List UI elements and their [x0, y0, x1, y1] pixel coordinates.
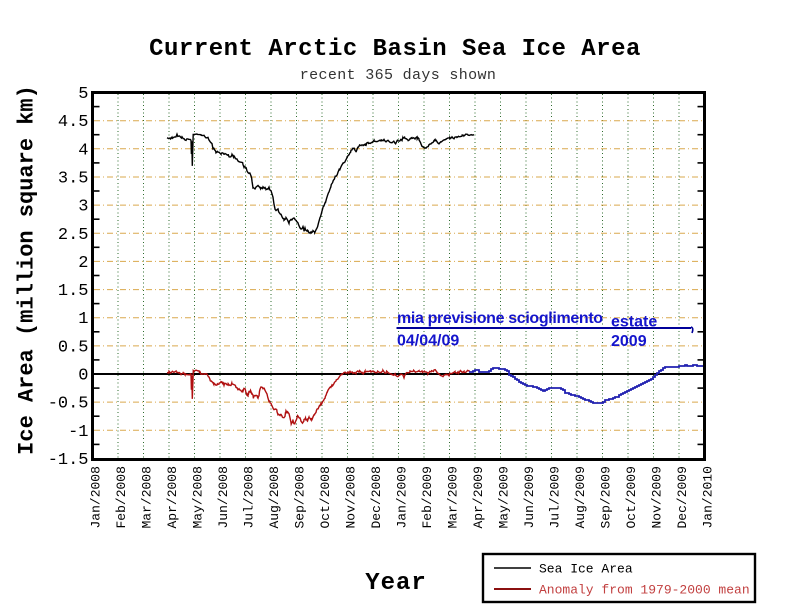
svg-text:2: 2: [78, 254, 88, 273]
svg-text:3.5: 3.5: [58, 170, 89, 189]
svg-text:0: 0: [78, 367, 88, 386]
svg-text:Aug/2008: Aug/2008: [267, 466, 282, 528]
svg-text:recent 365 days shown: recent 365 days shown: [300, 67, 496, 84]
svg-text:1.5: 1.5: [58, 282, 89, 301]
svg-text:Dec/2009: Dec/2009: [675, 466, 690, 528]
svg-text:Sep/2008: Sep/2008: [293, 466, 308, 528]
svg-text:May/2008: May/2008: [191, 466, 206, 528]
svg-text:4.5: 4.5: [58, 113, 89, 132]
svg-text:Current Arctic Basin Sea Ice A: Current Arctic Basin Sea Ice Area: [149, 36, 641, 63]
svg-text:04/04/09: 04/04/09: [397, 333, 459, 350]
svg-text:Oct/2009: Oct/2009: [624, 466, 639, 528]
svg-text:0.5: 0.5: [58, 338, 89, 357]
svg-text:Sep/2009: Sep/2009: [599, 466, 614, 528]
svg-text:Jun/2008: Jun/2008: [216, 466, 231, 528]
svg-text:1: 1: [78, 310, 88, 329]
svg-text:Feb/2008: Feb/2008: [114, 466, 129, 528]
svg-text:Apr/2008: Apr/2008: [165, 466, 180, 528]
svg-text:Dec/2008: Dec/2008: [369, 466, 384, 528]
svg-text:-0.5: -0.5: [48, 395, 89, 414]
svg-text:Nov/2008: Nov/2008: [344, 466, 359, 528]
svg-text:Jan/2010: Jan/2010: [701, 466, 716, 528]
svg-text:Sea Ice Area: Sea Ice Area: [539, 562, 633, 577]
svg-text:2.5: 2.5: [58, 226, 89, 245]
svg-text:Jul/2009: Jul/2009: [548, 466, 563, 528]
svg-text:estate: estate: [611, 314, 657, 331]
svg-text:May/2009: May/2009: [497, 466, 512, 528]
svg-text:Jun/2009: Jun/2009: [522, 466, 537, 528]
svg-text:2009: 2009: [611, 333, 647, 350]
svg-text:-1.5: -1.5: [48, 451, 89, 470]
svg-text:Anomaly from 1979-2000 mean: Anomaly from 1979-2000 mean: [539, 583, 750, 598]
svg-text:4: 4: [78, 141, 88, 160]
svg-text:Aug/2009: Aug/2009: [573, 466, 588, 528]
svg-text:Apr/2009: Apr/2009: [471, 466, 486, 528]
svg-text:mia previsione scioglimento: mia previsione scioglimento: [397, 310, 603, 327]
svg-text:3: 3: [78, 198, 88, 217]
svg-text:Nov/2009: Nov/2009: [650, 466, 665, 528]
svg-text:Feb/2009: Feb/2009: [420, 466, 435, 528]
svg-text:Ice Area (million square km): Ice Area (million square km): [15, 85, 40, 455]
svg-text:Jan/2008: Jan/2008: [89, 466, 104, 528]
svg-text:Mar/2009: Mar/2009: [446, 466, 461, 528]
svg-text:Jul/2008: Jul/2008: [242, 466, 257, 528]
svg-text:Mar/2008: Mar/2008: [140, 466, 155, 528]
svg-text:Year: Year: [365, 570, 427, 597]
svg-text:5: 5: [78, 85, 88, 104]
svg-text:Oct/2008: Oct/2008: [318, 466, 333, 528]
svg-text:-1: -1: [68, 423, 88, 442]
svg-text:Jan/2009: Jan/2009: [395, 466, 410, 528]
